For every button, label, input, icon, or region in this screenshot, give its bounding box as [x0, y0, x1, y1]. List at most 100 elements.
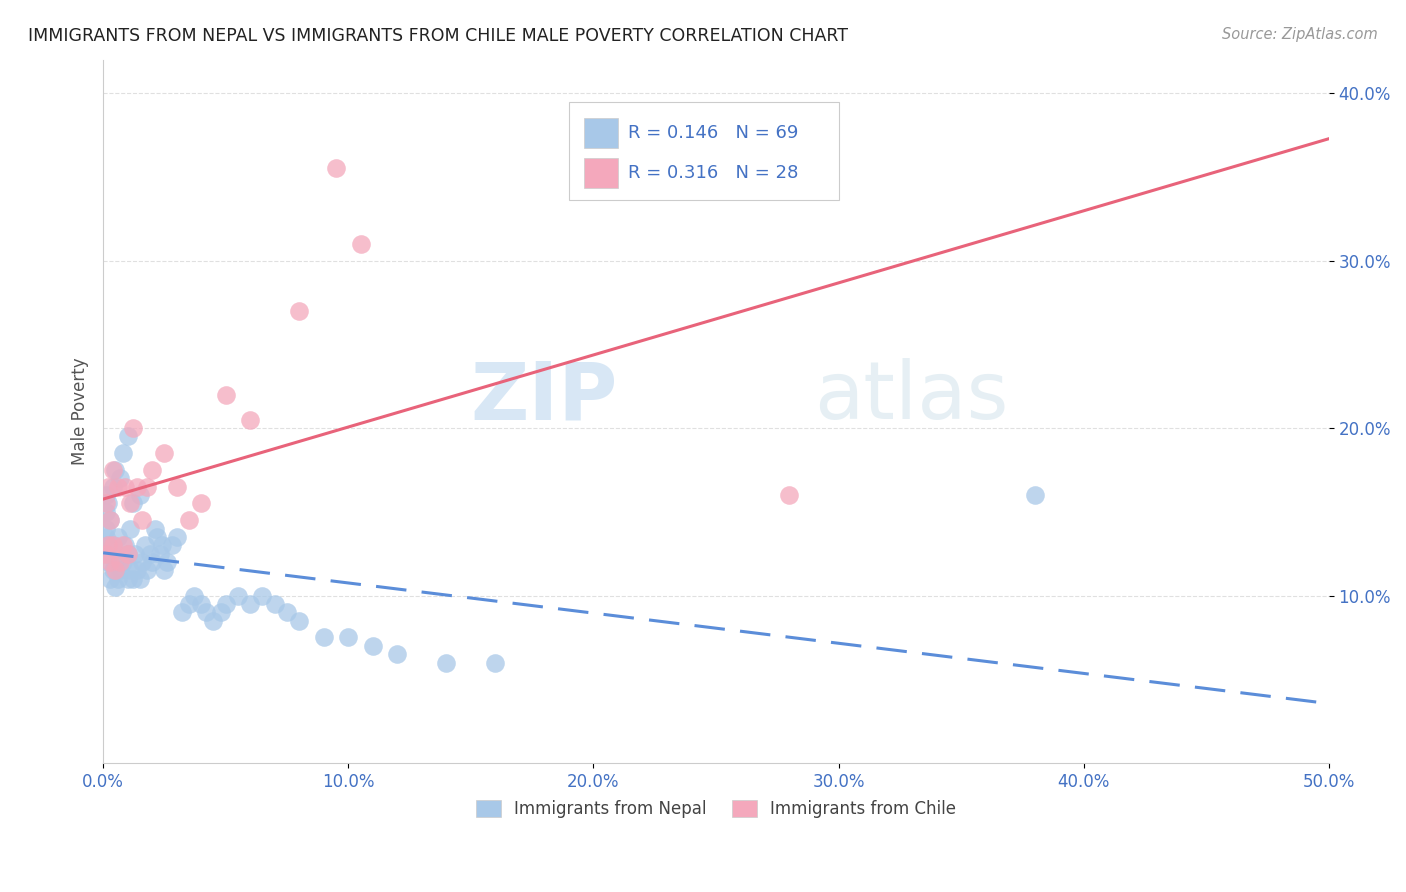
Point	[100, 513, 122, 527]
Point	[349, 236, 371, 251]
FancyBboxPatch shape	[583, 118, 617, 147]
Text: Source: ZipAtlas.com: Source: ZipAtlas.com	[1222, 27, 1378, 42]
Point	[110, 555, 132, 569]
Point	[111, 446, 134, 460]
Point	[434, 656, 457, 670]
Point	[131, 555, 153, 569]
Point	[166, 480, 188, 494]
Point	[138, 547, 160, 561]
Point	[120, 564, 142, 578]
Point	[94, 522, 117, 536]
Point	[127, 564, 149, 578]
Point	[156, 555, 179, 569]
Point	[129, 572, 152, 586]
Point	[387, 647, 409, 661]
Point	[94, 505, 117, 519]
Point	[141, 463, 163, 477]
Point	[117, 572, 139, 586]
Point	[94, 530, 117, 544]
Point	[153, 446, 176, 460]
Point	[129, 488, 152, 502]
Point	[276, 606, 298, 620]
Point	[177, 513, 200, 527]
Point	[252, 589, 274, 603]
Point	[136, 480, 159, 494]
Text: ZIP: ZIP	[471, 359, 617, 436]
Point	[107, 530, 129, 544]
Point	[170, 606, 193, 620]
Text: R = 0.146   N = 69: R = 0.146 N = 69	[627, 124, 799, 142]
Point	[94, 488, 117, 502]
Text: IMMIGRANTS FROM NEPAL VS IMMIGRANTS FROM CHILE MALE POVERTY CORRELATION CHART: IMMIGRANTS FROM NEPAL VS IMMIGRANTS FROM…	[28, 27, 848, 45]
Point	[183, 589, 205, 603]
FancyBboxPatch shape	[583, 158, 617, 187]
Point	[337, 631, 360, 645]
Point	[288, 303, 311, 318]
Point	[121, 572, 143, 586]
Point	[117, 547, 139, 561]
Point	[104, 463, 127, 477]
Point	[325, 161, 347, 176]
Point	[110, 471, 132, 485]
Point	[143, 522, 166, 536]
Point	[104, 564, 127, 578]
Point	[97, 538, 120, 552]
Text: R = 0.316   N = 28: R = 0.316 N = 28	[627, 164, 799, 182]
Point	[166, 530, 188, 544]
Point	[136, 564, 159, 578]
Point	[148, 547, 170, 561]
Point	[97, 496, 120, 510]
Legend: Immigrants from Nepal, Immigrants from Chile: Immigrants from Nepal, Immigrants from C…	[470, 794, 963, 825]
Text: atlas: atlas	[814, 359, 1008, 436]
Point	[134, 538, 156, 552]
Point	[121, 496, 143, 510]
Point	[111, 555, 134, 569]
Point	[190, 597, 212, 611]
Point	[97, 555, 120, 569]
Point	[107, 572, 129, 586]
Point	[127, 480, 149, 494]
Point	[177, 597, 200, 611]
Point	[120, 496, 142, 510]
Point	[226, 589, 249, 603]
Point	[160, 538, 183, 552]
Point	[153, 564, 176, 578]
Point	[361, 639, 384, 653]
Point	[1024, 488, 1046, 502]
Point	[101, 538, 124, 552]
Point	[97, 538, 120, 552]
Point	[117, 547, 139, 561]
Point	[141, 555, 163, 569]
Point	[104, 580, 127, 594]
Point	[215, 597, 238, 611]
Point	[779, 488, 801, 502]
Point	[190, 496, 212, 510]
Point	[288, 614, 311, 628]
Point	[484, 656, 506, 670]
Point	[104, 555, 127, 569]
FancyBboxPatch shape	[569, 102, 838, 201]
Point	[195, 606, 218, 620]
Point	[215, 387, 238, 401]
Point	[114, 538, 136, 552]
Point	[94, 496, 117, 510]
Point	[114, 480, 136, 494]
Point	[101, 480, 124, 494]
Point	[100, 547, 122, 561]
Point	[209, 606, 232, 620]
Point	[131, 513, 153, 527]
Point	[121, 421, 143, 435]
Point	[94, 547, 117, 561]
Point	[100, 555, 122, 569]
Point	[101, 538, 124, 552]
Point	[94, 547, 117, 561]
Point	[124, 547, 146, 561]
Point	[202, 614, 225, 628]
Point	[101, 463, 124, 477]
Point	[100, 572, 122, 586]
Point	[150, 538, 173, 552]
Point	[110, 564, 132, 578]
Point	[101, 564, 124, 578]
Point	[239, 413, 262, 427]
Point	[107, 480, 129, 494]
